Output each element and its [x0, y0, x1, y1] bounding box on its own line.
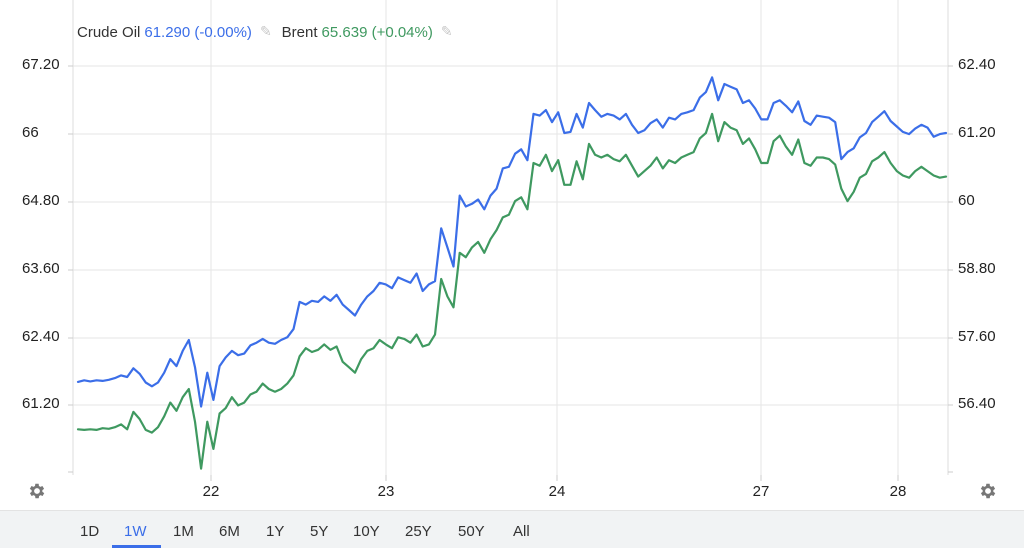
chart-area: Crude Oil 61.290 (-0.00%) ✎ Brent 65.639…	[0, 0, 1024, 510]
range-all-button[interactable]: All	[513, 523, 530, 540]
legend: Crude Oil 61.290 (-0.00%) ✎ Brent 65.639…	[77, 23, 463, 41]
left-axis-tick: 61.20	[22, 395, 60, 412]
legend-brent-value: 65.639 (+0.04%)	[321, 24, 433, 41]
range-6m-button[interactable]: 6M	[219, 523, 240, 540]
left-axis-tick: 64.80	[22, 192, 60, 209]
left-axis-tick: 67.20	[22, 56, 60, 73]
right-axis-tick: 57.60	[958, 328, 996, 345]
x-axis-tick: 22	[202, 483, 220, 500]
right-axis-tick: 58.80	[958, 260, 996, 277]
range-1y-button[interactable]: 1Y	[266, 523, 285, 540]
left-axis-tick: 66	[22, 124, 39, 141]
right-axis-tick: 56.40	[958, 395, 996, 412]
right-axis-tick: 61.20	[958, 124, 996, 141]
left-axis-tick: 62.40	[22, 328, 60, 345]
x-axis-tick: 24	[548, 483, 566, 500]
right-axis-tick: 62.40	[958, 56, 996, 73]
left-axis-tick: 63.60	[22, 260, 60, 277]
crude-oil-series-line	[76, 76, 948, 408]
range-selector-bar: 1D 1W 1M 6M 1Y 5Y 10Y 25Y 50Y All	[0, 510, 1024, 548]
line-chart[interactable]	[0, 0, 1024, 510]
range-5y-button[interactable]: 5Y	[310, 523, 329, 540]
right-axis-tick: 60	[958, 192, 975, 209]
legend-crude-name: Crude Oil	[77, 24, 141, 41]
pencil-icon[interactable]: ✎	[259, 23, 272, 39]
range-10y-button[interactable]: 10Y	[353, 523, 380, 540]
x-axis-tick: 27	[752, 483, 770, 500]
range-1d-button[interactable]: 1D	[80, 523, 100, 540]
range-25y-button[interactable]: 25Y	[405, 523, 432, 540]
brent-series-line	[76, 112, 948, 470]
x-axis-tick: 23	[377, 483, 395, 500]
gear-icon[interactable]	[27, 481, 47, 501]
range-1w-button[interactable]: 1W	[124, 523, 147, 540]
legend-crude-value: 61.290 (-0.00%)	[144, 24, 252, 41]
x-axis-tick: 28	[889, 483, 907, 500]
range-1m-button[interactable]: 1M	[173, 523, 194, 540]
pencil-icon[interactable]: ✎	[440, 23, 453, 39]
range-50y-button[interactable]: 50Y	[458, 523, 485, 540]
legend-brent-name: Brent	[281, 24, 318, 41]
gear-icon[interactable]	[978, 481, 998, 501]
